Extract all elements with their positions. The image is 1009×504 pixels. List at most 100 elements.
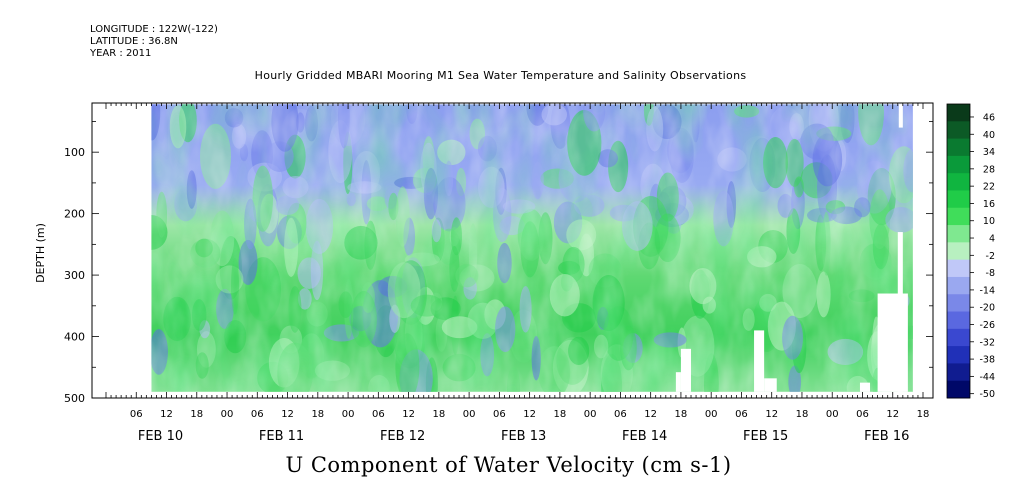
x-hour-tick-label: 18 [917,409,930,420]
colorbar-swatch [947,259,970,278]
y-axis: 100 200 300 400 500 [64,121,933,405]
x-day-label: FEB 12 [380,429,425,444]
colorbar-swatch [947,173,970,191]
x-hour-tick-label: 06 [372,409,385,420]
colorbar-level-label: -50 [979,389,995,400]
plot-frame [91,102,934,399]
colorbar-level-label: -8 [986,268,995,279]
colorbar-level-label: -32 [979,337,995,348]
colorbar-swatch [947,225,970,243]
heatmap-field [151,104,913,392]
colorbar: 46 40 34 28 22 16 10 4 -2 -8 -14 -20 -26 -32 -38 -44 -50 [946,103,995,400]
y-tick-label: 500 [64,392,85,405]
x-day-label: FEB 14 [622,429,667,444]
x-hour-tick-label: 12 [886,409,899,420]
heatmap-texture-green [151,104,913,392]
colorbar-level-label: 10 [983,216,995,227]
colorbar-level-label: 16 [983,199,995,210]
x-hour-tick-label: 06 [614,409,627,420]
x-hour-tick-label: 18 [796,409,809,420]
colorbar-swatch [947,380,970,399]
x-hour-tick-label: 12 [523,409,536,420]
colorbar-level-label: -38 [979,355,995,366]
metadata-block: LONGITUDE : 122W(-122) LATITUDE : 36.8N … [90,24,218,60]
plot-border [91,102,934,399]
colorbar-swatch [947,190,970,209]
x-hour-tick-label: 00 [826,409,839,420]
gap-region [897,232,903,392]
x-axis: 06 12 18 00 06 12 18 00 06 12 18 00 06 12 18 00 06 12 18 00… [105,103,930,444]
x-hour-tick-label: 00 [584,409,597,420]
gap-region [859,382,871,392]
colorbar-swatch [947,276,970,295]
variable-title: U Component of Water Velocity (cm s-1) [0,453,1009,477]
x-day-label: FEB 13 [501,429,546,444]
y-tick-label: 300 [64,269,85,282]
colorbar-level-label: -44 [979,372,995,383]
colorbar-swatch [947,242,970,261]
colorbar-level-label: 40 [983,130,995,141]
y-tick-label: 200 [64,208,85,221]
x-hour-tick-label: 06 [493,409,506,420]
x-hour-tick-label: 18 [190,409,203,420]
x-hour-tick-label: 18 [675,409,688,420]
gap-region [680,348,692,392]
gap-region [764,378,777,392]
colorbar-swatch [947,328,970,347]
x-hour-tick-label: 12 [402,409,415,420]
colorbar-swatch [947,311,970,330]
colorbar-level-label: 46 [983,112,995,123]
x-day-label: FEB 15 [743,429,788,444]
latitude-label: LATITUDE : 36.8N [90,36,178,47]
colorbar-swatch [947,155,970,174]
gap-region [675,372,681,392]
colorbar-level-label: -20 [979,303,995,314]
colorbar-swatch [947,138,970,157]
x-hour-tick-label: 18 [554,409,567,420]
colorbar-swatch [947,104,970,122]
colorbar-level-label: 28 [983,164,995,175]
longitude-label: LONGITUDE : 122W(-122) [90,24,218,35]
colorbar-level-label: -14 [979,285,995,296]
gap-region [877,293,908,392]
colorbar-border [946,103,971,399]
gap-region [898,104,903,128]
colorbar-level-label: 4 [989,234,995,245]
x-day-label: FEB 16 [864,429,909,444]
colorbar-swatch [947,121,970,140]
x-hour-tick-label: 00 [221,409,234,420]
y-axis-label: DEPTH (m) [34,223,47,283]
colorbar-swatch [947,294,970,313]
colorbar-swatch [947,346,970,364]
chart-title-text: Hourly Gridded MBARI Mooring M1 Sea Wate… [254,69,747,82]
x-hour-tick-label: 12 [281,409,294,420]
y-tick-label: 400 [64,331,85,344]
colorbar-level-label: 22 [983,182,995,193]
x-hour-tick-label: 12 [160,409,173,420]
x-hour-tick-label: 00 [705,409,718,420]
colorbar-swatch [947,363,970,382]
x-hour-tick-label: 18 [311,409,324,420]
x-hour-tick-label: 00 [342,409,355,420]
variable-title-text: U Component of Water Velocity (cm s-1) [285,453,732,477]
x-hour-tick-label: 18 [432,409,445,420]
x-hour-tick-label: 00 [463,409,476,420]
y-tick-label: 100 [64,146,85,159]
x-day-label: FEB 10 [138,429,183,444]
x-hour-tick-label: 06 [735,409,748,420]
x-hour-tick-label: 12 [765,409,778,420]
x-hour-tick-label: 06 [130,409,143,420]
x-hour-tick-label: 12 [644,409,657,420]
colorbar-level-label: -26 [979,320,995,331]
gap-region [754,330,765,392]
chart-title: Hourly Gridded MBARI Mooring M1 Sea Wate… [0,69,1009,82]
x-day-label: FEB 11 [259,429,304,444]
x-hour-tick-label: 06 [856,409,869,420]
colorbar-level-label: 34 [983,147,995,158]
colorbar-level-label: -2 [986,251,995,262]
year-label: YEAR : 2011 [90,48,152,59]
x-hour-tick-label: 06 [251,409,264,420]
colorbar-swatch [947,207,970,226]
missing-data-gaps [675,104,908,392]
